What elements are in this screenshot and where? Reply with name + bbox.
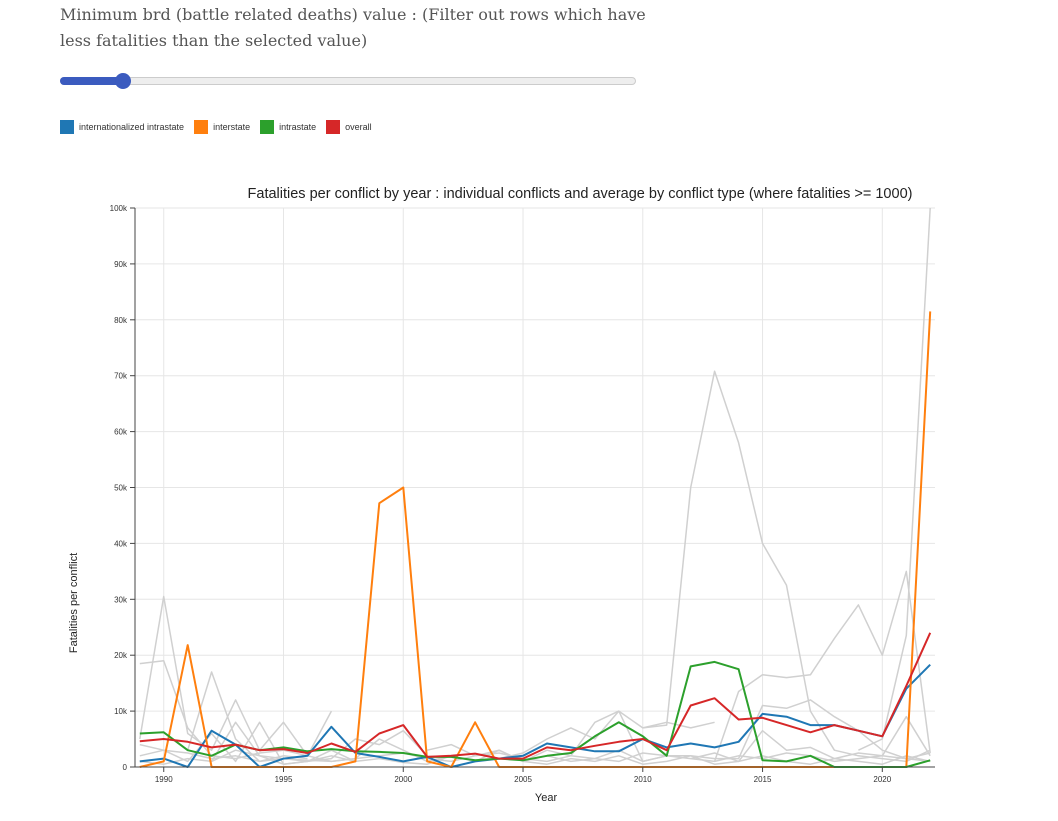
conflict-line [713, 570, 931, 762]
y-axis-label: Fatalities per conflict [68, 553, 80, 653]
brd-filter-slider[interactable] [60, 72, 636, 92]
y-tick-label: 70k [114, 372, 128, 381]
legend-swatch [60, 120, 74, 134]
legend-swatch [260, 120, 275, 134]
filter-label: Minimum brd (battle related deaths) valu… [60, 5, 646, 50]
legend-item-intrastate[interactable]: intrastate [260, 120, 316, 134]
conflict-line [139, 721, 356, 765]
x-tick-label: 1995 [275, 775, 293, 784]
conflict-line [186, 671, 308, 763]
legend-label: interstate [213, 122, 251, 132]
y-tick-label: 60k [114, 428, 128, 437]
grid [135, 207, 935, 768]
legend-item-internationalized-intrastate[interactable]: internationalized intrastate [60, 120, 184, 134]
conflict-line [210, 721, 428, 763]
x-tick-label: 2015 [754, 775, 772, 784]
legend-swatch [326, 120, 341, 134]
y-tick-label: 20k [114, 651, 128, 660]
x-tick-label: 2000 [394, 775, 412, 784]
fatalities-line-chart: 0 10k 20k 30k 40k 50k 60k 70k 80k 90k 100k 1990 1995… [68, 186, 935, 804]
legend-swatch [194, 120, 209, 134]
x-tick-label: 2005 [514, 775, 532, 784]
conflict-line [690, 715, 931, 763]
conflict-line [498, 710, 715, 760]
series-line-interstate [139, 311, 932, 768]
legend-label: internationalized intrastate [79, 122, 185, 132]
y-tick-label: 10k [114, 707, 128, 716]
slider-fill [60, 77, 124, 85]
legend-label: overall [345, 122, 372, 132]
conflict-line [139, 595, 333, 757]
y-tick-label: 0 [123, 763, 128, 772]
conflict-line [642, 370, 931, 763]
axes: 0 10k 20k 30k 40k 50k 60k 70k 80k 90k 100k 1990 1995… [110, 204, 935, 784]
x-axis-label: Year [535, 792, 558, 804]
y-tick-label: 90k [114, 260, 128, 269]
y-tick-label: 30k [114, 595, 128, 604]
legend: internationalized intrastate interstate … [60, 120, 382, 134]
x-tick-label: 2020 [873, 775, 891, 784]
legend-label: intrastate [279, 122, 317, 132]
series-line-internationalized-intrastate [139, 663, 931, 768]
x-tick-label: 1990 [155, 775, 173, 784]
y-tick-label: 40k [114, 539, 128, 548]
slider-thumb[interactable] [115, 73, 132, 89]
legend-item-overall[interactable]: overall [326, 120, 372, 134]
chart-title: Fatalities per conflict by year : indivi… [248, 186, 913, 202]
x-tick-label: 2010 [634, 775, 652, 784]
legend-item-interstate[interactable]: interstate [194, 120, 250, 134]
y-tick-label: 80k [114, 316, 128, 325]
y-tick-label: 100k [110, 204, 128, 213]
individual-conflict-lines [139, 207, 931, 765]
conflict-line [858, 207, 931, 751]
average-series-lines [139, 311, 932, 768]
conflict-line [139, 749, 931, 765]
slider-track[interactable] [60, 77, 636, 85]
y-tick-label: 50k [114, 484, 128, 493]
series-line-overall [139, 632, 932, 760]
